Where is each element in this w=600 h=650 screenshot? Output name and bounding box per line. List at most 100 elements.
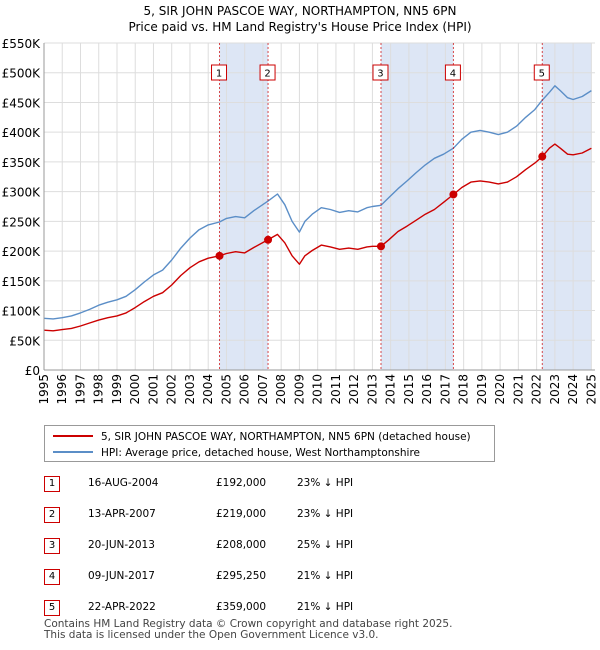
table-row: 1 16-AUG-2004 £192,000 23% ↓ HPI — [44, 476, 464, 494]
x-tick-label: 2017 — [438, 374, 452, 405]
x-tick-label: 2007 — [256, 374, 270, 405]
footer-line-1: Contains HM Land Registry data © Crown c… — [44, 618, 453, 630]
hpi-series-line — [43, 85, 592, 320]
y-tick-label: £500K — [2, 67, 42, 81]
row-hpi: 23% ↓ HPI — [297, 508, 354, 520]
y-tick-label: £200K — [2, 245, 42, 259]
sale-dashed-lines — [219, 43, 543, 370]
y-tick-label: £550K — [2, 37, 42, 51]
legend-item-property: 5, SIR JOHN PASCOE WAY, NORTHAMPTON, NN5… — [53, 430, 471, 444]
x-tick-label: 1999 — [110, 374, 124, 405]
sale-label-box — [444, 64, 461, 81]
title-line-1: 5, SIR JOHN PASCOE WAY, NORTHAMPTON, NN5… — [143, 4, 457, 18]
table-row: 3 20-JUN-2013 £208,000 25% ↓ HPI — [44, 538, 464, 556]
table-row: 4 09-JUN-2017 £295,250 21% ↓ HPI — [44, 569, 464, 587]
tick-labels: £0 £50K £100K £150K £200K £250K £300K £350K £400… — [2, 37, 599, 405]
x-tick-label: 2024 — [566, 374, 580, 405]
row-number: 4 — [44, 569, 60, 585]
y-tick-label: £250K — [2, 215, 42, 229]
row-hpi: 23% ↓ HPI — [297, 477, 354, 489]
x-tick-label: 1998 — [92, 374, 106, 405]
row-price: £219,000 — [216, 508, 267, 520]
y-tick-label: £450K — [2, 96, 42, 110]
x-tick-label: 2013 — [365, 374, 379, 405]
x-tick-label: 2016 — [420, 374, 434, 405]
x-tick-label: 2014 — [384, 374, 398, 405]
y-tick-label: £100K — [2, 305, 42, 319]
property-series-line — [43, 143, 592, 332]
x-tick-label: 2010 — [311, 374, 325, 405]
shaded-period — [380, 43, 454, 370]
x-tick-label: 2006 — [238, 374, 252, 405]
legend-item-hpi: HPI: Average price, detached house, West… — [53, 446, 420, 460]
sale-label-text: 2 — [264, 69, 270, 80]
row-date: 09-JUN-2017 — [88, 570, 155, 582]
table-row: 5 22-APR-2022 £359,000 21% ↓ HPI — [44, 600, 464, 618]
sale-point — [264, 235, 273, 244]
chart-legend: 5, SIR JOHN PASCOE WAY, NORTHAMPTON, NN5… — [44, 425, 495, 462]
x-tick-label: 2015 — [402, 374, 416, 405]
y-tick-label: £350K — [2, 156, 42, 170]
x-tick-label: 2022 — [530, 374, 544, 405]
row-date: 22-APR-2022 — [88, 601, 156, 613]
x-tick-label: 2012 — [347, 374, 361, 405]
x-tick-label: 2019 — [475, 374, 489, 405]
row-price: £208,000 — [216, 539, 267, 551]
footer: Contains HM Land Registry data © Crown c… — [44, 619, 452, 641]
sale-point — [538, 152, 547, 161]
y-tick-label: £50K — [9, 334, 41, 348]
x-tick-label: 2021 — [511, 374, 525, 405]
row-price: £359,000 — [216, 601, 267, 613]
sale-label-text: 5 — [539, 69, 545, 80]
y-tick-label: £300K — [2, 186, 42, 200]
row-number: 1 — [44, 476, 60, 492]
sale-label-box — [372, 64, 389, 81]
y-tick-label: £400K — [2, 126, 42, 140]
x-tick-label: 2011 — [329, 374, 343, 405]
row-date: 20-JUN-2013 — [88, 539, 155, 551]
sale-label-box — [211, 64, 228, 81]
gridlines — [43, 42, 595, 371]
legend-label-hpi: HPI: Average price, detached house, West… — [101, 447, 420, 459]
table-row: 2 13-APR-2007 £219,000 23% ↓ HPI — [44, 507, 464, 525]
sale-point — [215, 251, 224, 260]
row-date: 16-AUG-2004 — [88, 477, 159, 489]
sale-label-text: 3 — [377, 69, 383, 80]
sale-label-text: 1 — [216, 69, 222, 80]
sale-point — [449, 190, 458, 199]
shaded-periods — [219, 43, 592, 370]
x-tick-label: 2005 — [219, 374, 233, 405]
x-tick-label: 2008 — [274, 374, 288, 405]
row-price: £295,250 — [216, 570, 267, 582]
sale-label-box — [259, 64, 276, 81]
x-tick-label: 2002 — [165, 374, 179, 405]
row-number: 3 — [44, 538, 60, 554]
footer-line-2: This data is licensed under the Open Gov… — [44, 629, 379, 641]
axes — [43, 43, 595, 371]
x-tick-label: 2003 — [183, 374, 197, 405]
x-tick-label: 2009 — [292, 374, 306, 405]
sale-label-box — [533, 64, 550, 81]
sale-point — [376, 242, 385, 251]
sale-labels: 1 2 3 4 5 — [211, 64, 550, 81]
title-line-2: Price paid vs. HM Land Registry's House … — [128, 20, 472, 34]
x-tick-label: 2018 — [457, 374, 471, 405]
row-number: 5 — [44, 600, 60, 616]
x-tick-label: 2001 — [146, 374, 160, 405]
x-tick-label: 1997 — [73, 374, 87, 405]
chart-title: 5, SIR JOHN PASCOE WAY, NORTHAMPTON, NN5… — [0, 3, 600, 35]
series-lines — [43, 85, 592, 332]
x-tick-label: 1996 — [55, 374, 69, 405]
row-hpi: 25% ↓ HPI — [297, 539, 354, 551]
y-tick-label: £150K — [2, 275, 42, 289]
legend-swatch-property — [53, 435, 93, 437]
x-tick-label: 1995 — [37, 374, 51, 405]
sale-points — [215, 152, 547, 260]
row-hpi: 21% ↓ HPI — [297, 570, 354, 582]
row-hpi: 21% ↓ HPI — [297, 601, 354, 613]
legend-swatch-hpi — [53, 451, 93, 453]
row-date: 13-APR-2007 — [88, 508, 156, 520]
price-chart: 1 2 3 4 5 £0 £50K £100K £150K £200K £250K £300K £35… — [2, 37, 599, 405]
y-tick-label: £0 — [25, 364, 40, 378]
x-tick-label: 2020 — [493, 374, 507, 405]
